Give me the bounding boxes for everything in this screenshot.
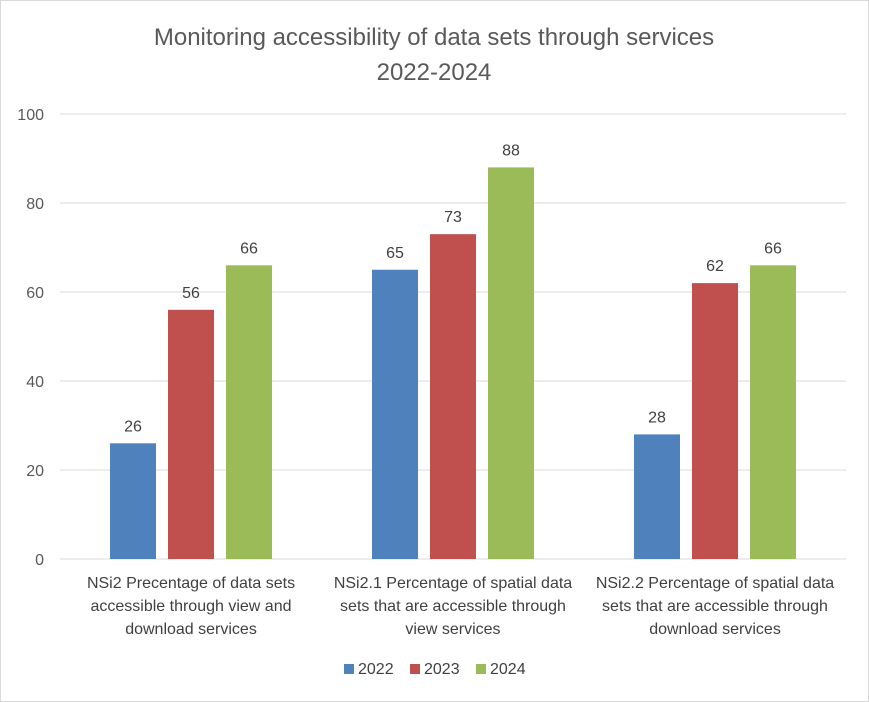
category-label: NSi2.1 Percentage of spatial data (334, 575, 572, 592)
bar-2023-cat-3 (692, 283, 738, 559)
y-tick-label: 80 (26, 196, 44, 213)
category-label: NSi2 Precentage of data sets (87, 575, 295, 592)
legend-swatch-2024 (476, 664, 486, 674)
y-tick-label: 20 (26, 463, 44, 480)
bar-2023-cat-2 (430, 234, 476, 559)
category-label: view services (405, 621, 500, 638)
category-label: download services (649, 621, 781, 638)
category-label: NSi2.2 Percentage of spatial data (596, 575, 834, 592)
legend-label-2023: 2023 (424, 661, 460, 678)
data-label: 65 (386, 245, 404, 262)
y-tick-label: 60 (26, 285, 44, 302)
chart-title-line-2: 2022-2024 (377, 59, 492, 86)
data-label: 26 (124, 418, 142, 435)
data-label: 56 (182, 285, 200, 302)
legend-label-2022: 2022 (358, 661, 394, 678)
data-label: 88 (502, 142, 520, 159)
chart-title-line-1: Monitoring accessibility of data sets th… (154, 24, 714, 51)
legend-swatch-2023 (410, 664, 420, 674)
bar-2024-cat-1 (226, 265, 272, 559)
bar-2024-cat-3 (750, 265, 796, 559)
data-label: 66 (240, 240, 258, 257)
legend-swatch-2022 (344, 664, 354, 674)
data-label: 62 (706, 258, 724, 275)
category-label: sets that are accessible through (340, 598, 566, 615)
category-label: download services (125, 621, 257, 638)
bar-2023-cat-1 (168, 309, 214, 559)
y-tick-label: 0 (35, 552, 44, 569)
bar-2022-cat-3 (634, 434, 680, 559)
category-label: accessible through view and (90, 598, 291, 615)
bar-2024-cat-2 (488, 167, 534, 559)
legend-label-2024: 2024 (490, 661, 526, 678)
data-label: 73 (444, 209, 462, 226)
category-label: sets that are accessible through (602, 598, 828, 615)
bar-2022-cat-1 (110, 443, 156, 559)
y-tick-label: 40 (26, 374, 44, 391)
data-label: 66 (764, 240, 782, 257)
data-label: 28 (648, 409, 666, 426)
bar-2022-cat-2 (372, 269, 418, 559)
y-tick-label: 100 (17, 107, 44, 124)
